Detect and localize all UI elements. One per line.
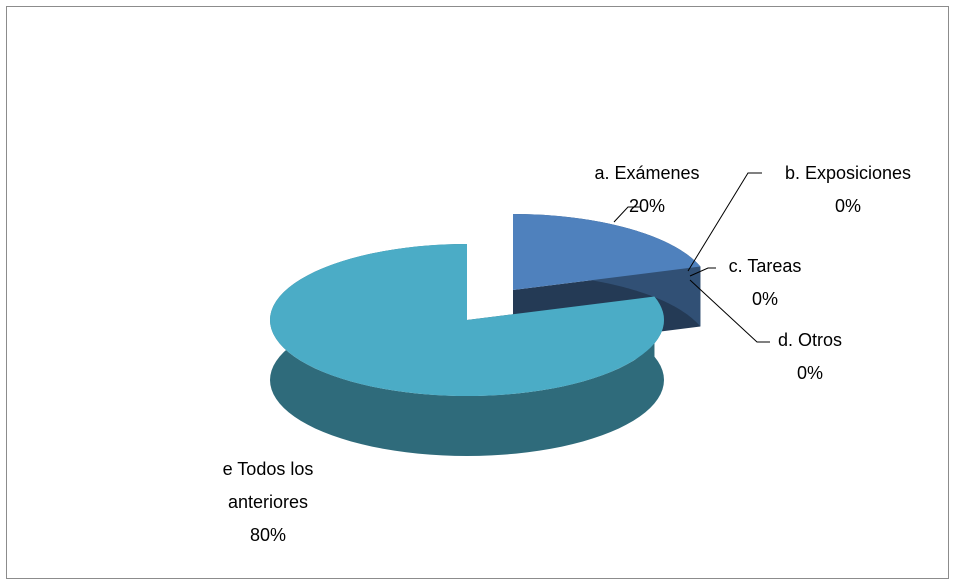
leader-line (613, 206, 640, 223)
chart-border (6, 6, 949, 579)
category-label: c. Tareas (728, 256, 802, 276)
leader-line (689, 279, 770, 343)
data-label: d. Otros 0% (778, 324, 842, 390)
data-label: e Todos los anteriores 80% (203, 453, 333, 552)
value-label: 0% (796, 363, 823, 383)
value-label: 80% (249, 525, 287, 545)
leader-line (687, 172, 762, 272)
data-label: a. Exámenes 20% (594, 157, 699, 223)
value-label: 0% (834, 196, 862, 216)
pie (270, 214, 701, 456)
value-label: 20% (628, 196, 666, 216)
leader-line (689, 267, 716, 277)
category-label: a. Exámenes (594, 163, 700, 183)
category-label: e Todos los anteriores (222, 459, 314, 512)
data-label: c. Tareas 0% (729, 250, 802, 316)
data-label: b. Exposiciones 0% (785, 157, 911, 223)
leader-lines (613, 172, 770, 343)
slice (270, 244, 664, 396)
category-label: b. Exposiciones (784, 163, 912, 183)
value-label: 0% (751, 289, 779, 309)
slice (513, 214, 701, 290)
category-label: d. Otros (777, 330, 843, 350)
